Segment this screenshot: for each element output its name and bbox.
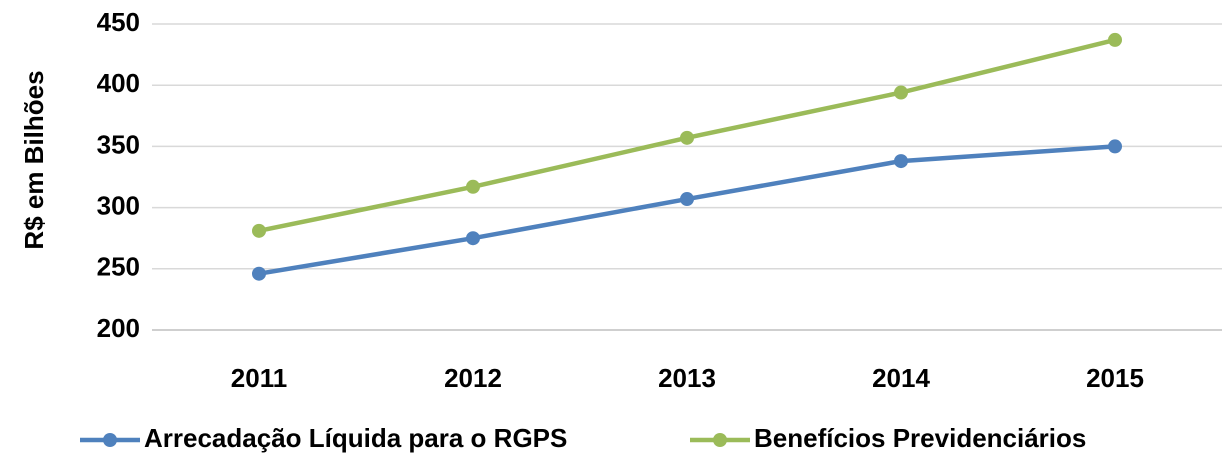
x-tick-label: 2013	[658, 363, 716, 393]
y-tick-label: 450	[97, 7, 140, 37]
data-point	[1108, 32, 1122, 47]
data-point	[1108, 139, 1122, 154]
x-tick-label: 2012	[444, 363, 502, 393]
y-tick-label: 200	[97, 313, 140, 343]
x-tick-label: 2011	[231, 363, 287, 393]
y-tick-label: 350	[97, 129, 140, 159]
x-tick-label: 2014	[872, 363, 930, 393]
legend-label: Arrecadação Líquida para o RGPS	[144, 423, 567, 453]
y-axis-label: R$ em Bilhões	[19, 70, 49, 249]
data-point	[894, 85, 908, 100]
data-point	[252, 266, 266, 281]
legend-marker	[713, 433, 727, 447]
data-point	[680, 192, 694, 207]
y-tick-label: 300	[97, 190, 140, 220]
data-point	[252, 223, 266, 238]
data-point	[466, 179, 480, 194]
x-tick-label: 2015	[1086, 363, 1144, 393]
data-point	[466, 231, 480, 246]
data-point	[680, 130, 694, 145]
series-line	[258, 144, 1116, 276]
y-tick-label: 250	[97, 252, 140, 282]
legend-label: Benefícios Previdenciários	[754, 423, 1086, 453]
y-tick-label: 400	[97, 68, 140, 98]
data-point	[894, 154, 908, 169]
legend-marker	[103, 433, 117, 447]
